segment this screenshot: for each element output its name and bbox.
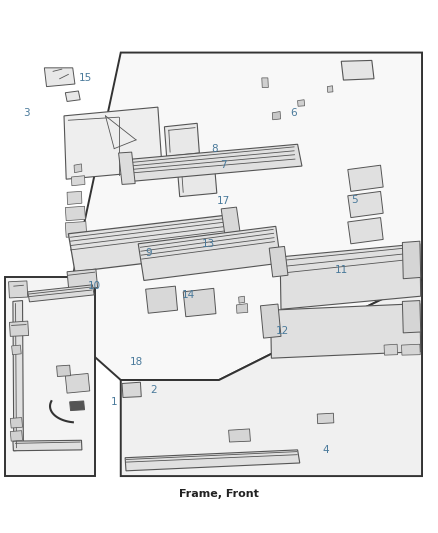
Polygon shape — [44, 68, 75, 87]
Polygon shape — [272, 111, 281, 120]
Text: 18: 18 — [129, 357, 143, 367]
Polygon shape — [384, 344, 398, 355]
Polygon shape — [183, 288, 216, 317]
Polygon shape — [317, 413, 334, 424]
Polygon shape — [70, 401, 85, 410]
Polygon shape — [348, 217, 383, 244]
Polygon shape — [65, 222, 87, 237]
Polygon shape — [127, 144, 302, 181]
Text: 6: 6 — [290, 108, 297, 118]
Polygon shape — [10, 321, 28, 336]
Polygon shape — [57, 365, 71, 376]
Polygon shape — [121, 280, 422, 476]
Polygon shape — [11, 431, 22, 441]
Text: 14: 14 — [182, 290, 195, 300]
Text: 13: 13 — [201, 239, 215, 249]
Text: 8: 8 — [211, 144, 218, 155]
Polygon shape — [5, 277, 95, 476]
Polygon shape — [146, 286, 177, 313]
Polygon shape — [348, 191, 383, 217]
Polygon shape — [229, 429, 251, 442]
Polygon shape — [67, 191, 82, 205]
Polygon shape — [261, 304, 281, 338]
Polygon shape — [221, 207, 240, 233]
Text: Frame, Front: Frame, Front — [179, 489, 259, 499]
Polygon shape — [74, 164, 82, 173]
Text: 4: 4 — [323, 445, 329, 455]
Polygon shape — [164, 123, 199, 157]
Text: 3: 3 — [23, 108, 29, 118]
Polygon shape — [269, 246, 288, 277]
Text: 1: 1 — [111, 397, 117, 407]
Polygon shape — [297, 100, 304, 106]
Polygon shape — [237, 304, 248, 313]
Polygon shape — [65, 206, 85, 221]
Text: 7: 7 — [220, 160, 227, 170]
Polygon shape — [62, 53, 422, 380]
Polygon shape — [177, 167, 217, 197]
Polygon shape — [13, 440, 82, 451]
Polygon shape — [65, 374, 90, 393]
Polygon shape — [271, 304, 421, 358]
Text: 17: 17 — [217, 196, 230, 206]
Polygon shape — [327, 86, 333, 92]
Polygon shape — [262, 78, 268, 87]
Text: 15: 15 — [79, 73, 92, 83]
Text: 9: 9 — [146, 247, 152, 257]
Text: 12: 12 — [276, 326, 289, 336]
Polygon shape — [348, 165, 383, 191]
Polygon shape — [402, 344, 420, 355]
Polygon shape — [239, 296, 245, 303]
Polygon shape — [125, 450, 300, 471]
Polygon shape — [341, 60, 374, 80]
Text: 10: 10 — [88, 281, 101, 291]
Polygon shape — [11, 417, 22, 428]
Text: 5: 5 — [351, 195, 358, 205]
Polygon shape — [28, 285, 94, 302]
Polygon shape — [403, 241, 421, 279]
Polygon shape — [68, 215, 234, 272]
Polygon shape — [12, 345, 21, 354]
Polygon shape — [122, 382, 141, 398]
Polygon shape — [403, 301, 421, 333]
Polygon shape — [280, 244, 421, 309]
Polygon shape — [67, 269, 98, 290]
Text: 11: 11 — [335, 265, 348, 275]
Polygon shape — [71, 176, 85, 185]
Polygon shape — [13, 301, 23, 451]
Text: 2: 2 — [150, 385, 157, 394]
Polygon shape — [65, 91, 80, 101]
Polygon shape — [64, 107, 162, 179]
Polygon shape — [138, 227, 281, 280]
Polygon shape — [9, 281, 28, 298]
Polygon shape — [119, 152, 135, 184]
